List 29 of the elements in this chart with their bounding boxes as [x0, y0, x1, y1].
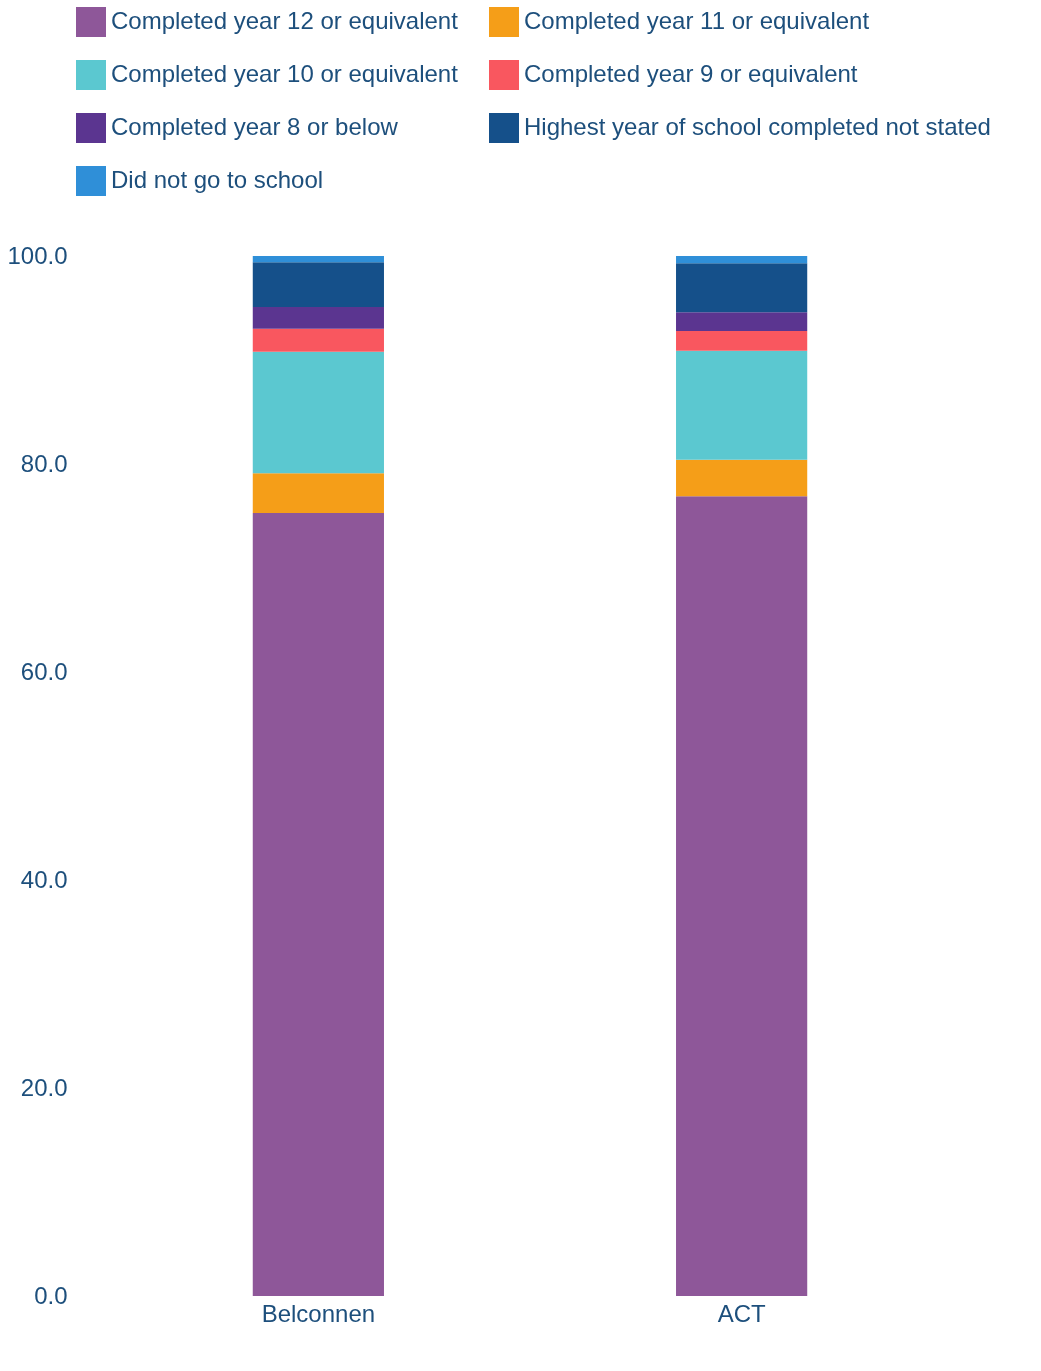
bar: [676, 256, 808, 264]
y-tick-label: 40.0: [20, 865, 68, 893]
bar: [252, 351, 384, 474]
legend-label: Completed year 9 or equivalent: [524, 60, 858, 87]
bar: [252, 306, 384, 329]
bar: [252, 262, 384, 307]
legend-label: Did not go to school: [111, 166, 324, 193]
bar: [676, 350, 808, 460]
bar: [676, 459, 808, 497]
x-tick-label: ACT: [717, 1299, 766, 1327]
bar: [676, 312, 808, 331]
y-tick-label: 20.0: [20, 1073, 68, 1101]
y-tick-label: 80.0: [20, 449, 68, 477]
bar: [676, 496, 808, 1296]
legend-label: Completed year 8 or below: [111, 113, 399, 140]
x-tick-label: Belconnen: [261, 1299, 376, 1327]
bar: [676, 330, 808, 351]
bar: [252, 256, 384, 263]
y-tick-label: 0.0: [34, 1281, 68, 1309]
legend-label: Completed year 12 or equivalent: [111, 7, 459, 34]
bar: [252, 328, 384, 352]
bar: [676, 263, 808, 313]
bar: [252, 473, 384, 513]
bar: [252, 512, 384, 1296]
legend-label: Highest year of school completed not stated: [524, 113, 991, 140]
y-tick-label: 100.0: [7, 241, 68, 269]
legend-label: Completed year 11 or equivalent: [524, 7, 870, 34]
y-tick-label: 60.0: [20, 657, 68, 685]
legend-label: Completed year 10 or equivalent: [111, 60, 459, 87]
